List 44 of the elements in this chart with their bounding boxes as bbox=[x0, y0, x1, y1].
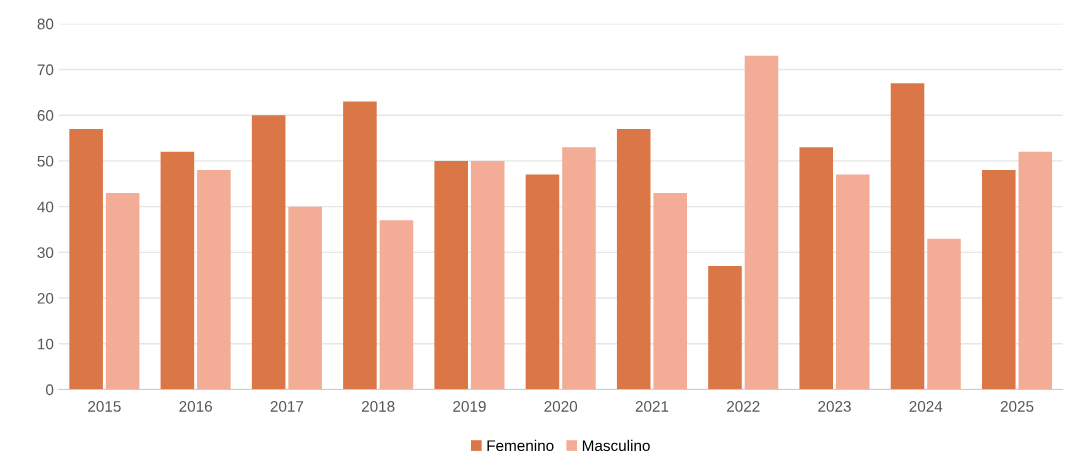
bar bbox=[197, 170, 231, 390]
bar bbox=[160, 151, 195, 390]
x-tick-label: 2024 bbox=[909, 401, 943, 412]
y-tick-label: 20 bbox=[37, 292, 54, 304]
x-tick-label: 2025 bbox=[1000, 401, 1034, 412]
bar bbox=[1018, 151, 1053, 390]
x-tick-label: 2022 bbox=[727, 401, 760, 412]
y-tick-label: 0 bbox=[45, 384, 54, 396]
x-tick-label: 2023 bbox=[818, 401, 851, 412]
bar bbox=[288, 206, 322, 390]
x-tick-label: 2019 bbox=[453, 401, 486, 412]
bar bbox=[470, 160, 505, 390]
y-tick-label: 10 bbox=[38, 338, 54, 350]
bar bbox=[69, 128, 103, 390]
x-tick-label: 2015 bbox=[88, 401, 121, 412]
bar bbox=[616, 128, 651, 390]
bar bbox=[927, 238, 961, 390]
y-tick-label: 50 bbox=[37, 155, 54, 167]
bar bbox=[744, 55, 779, 390]
bar bbox=[525, 174, 560, 390]
x-tick-label: 2016 bbox=[179, 401, 212, 412]
y-tick-label: 60 bbox=[37, 110, 54, 121]
bar bbox=[343, 101, 377, 390]
x-tick-label: 2021 bbox=[635, 401, 669, 412]
bar bbox=[981, 170, 1016, 390]
bar bbox=[251, 115, 286, 390]
bar bbox=[105, 192, 140, 390]
y-tick-label: 70 bbox=[37, 64, 54, 76]
x-tick-label: 2020 bbox=[544, 401, 578, 412]
bar bbox=[434, 160, 468, 390]
y-tick-label: 80 bbox=[37, 18, 54, 30]
legend-label: Femenino bbox=[487, 439, 554, 452]
bar bbox=[799, 147, 834, 390]
y-tick-label: 30 bbox=[37, 247, 54, 259]
bar bbox=[708, 266, 742, 390]
legend-label: Masculino bbox=[582, 439, 650, 452]
bar bbox=[379, 220, 414, 390]
bar bbox=[562, 147, 596, 390]
bar bbox=[653, 192, 688, 390]
x-tick-label: 2017 bbox=[270, 401, 304, 412]
x-tick-label: 2018 bbox=[361, 401, 395, 412]
bar bbox=[835, 174, 870, 390]
bar bbox=[890, 83, 925, 390]
y-tick-label: 40 bbox=[37, 201, 54, 213]
